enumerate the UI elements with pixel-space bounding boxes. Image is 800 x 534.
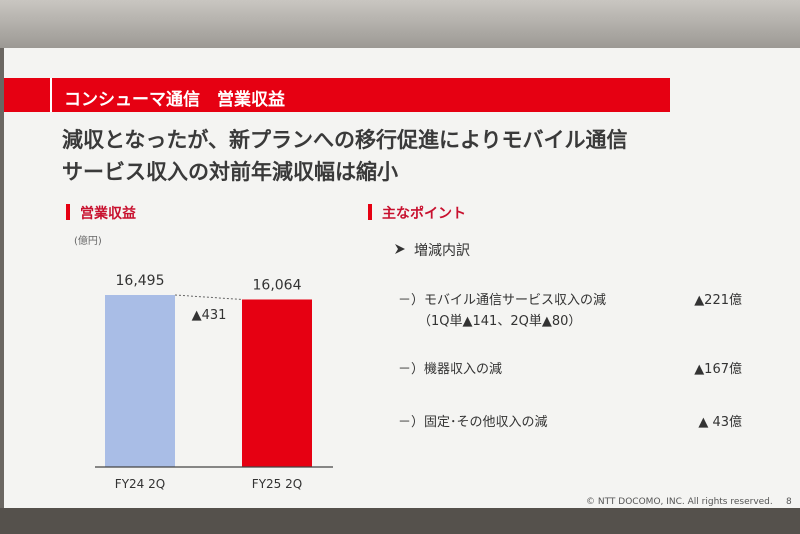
points-title: 主なポイント xyxy=(382,206,466,222)
category-label: FY24 2Q xyxy=(115,477,165,491)
floor xyxy=(0,508,800,534)
point-amount: ▲ 43億 xyxy=(698,415,742,430)
value-label: 16,064 xyxy=(253,277,302,293)
header-bar xyxy=(4,78,670,112)
copyright: © NTT DOCOMO, INC. All rights reserved. xyxy=(586,497,773,507)
point-amount: ▲221億 xyxy=(694,293,742,308)
arrow-icon xyxy=(395,244,405,254)
chart-title: 営業収益 xyxy=(80,206,136,222)
points-subtitle: 増減内訳 xyxy=(414,243,470,259)
bar xyxy=(242,299,312,467)
value-label: 16,495 xyxy=(116,273,165,289)
bar xyxy=(105,295,175,467)
section-marker xyxy=(368,204,372,220)
page-number: 8 xyxy=(786,497,792,507)
category-label: FY25 2Q xyxy=(252,477,302,491)
point-text: －）モバイル通信サービス収入の減 xyxy=(398,293,607,308)
point-text: －）機器収入の減 xyxy=(398,362,503,377)
point-text: （1Q単▲141、2Q単▲80） xyxy=(418,314,582,329)
connector xyxy=(174,294,243,300)
header-title: コンシューマ通信 営業収益 xyxy=(64,90,285,110)
point-amount: ▲167億 xyxy=(694,362,742,377)
point-text: －）固定･その他収入の減 xyxy=(398,415,548,430)
ceiling xyxy=(0,0,800,48)
section-marker xyxy=(66,204,70,220)
unit-label: (億円) xyxy=(74,236,102,247)
headline: 減収となったが、新プランへの移行促進によりモバイル通信 xyxy=(62,128,628,152)
header-divider xyxy=(50,78,52,112)
annotation: ▲431 xyxy=(192,308,227,323)
headline: サービス収入の対前年減収幅は縮小 xyxy=(62,160,398,184)
